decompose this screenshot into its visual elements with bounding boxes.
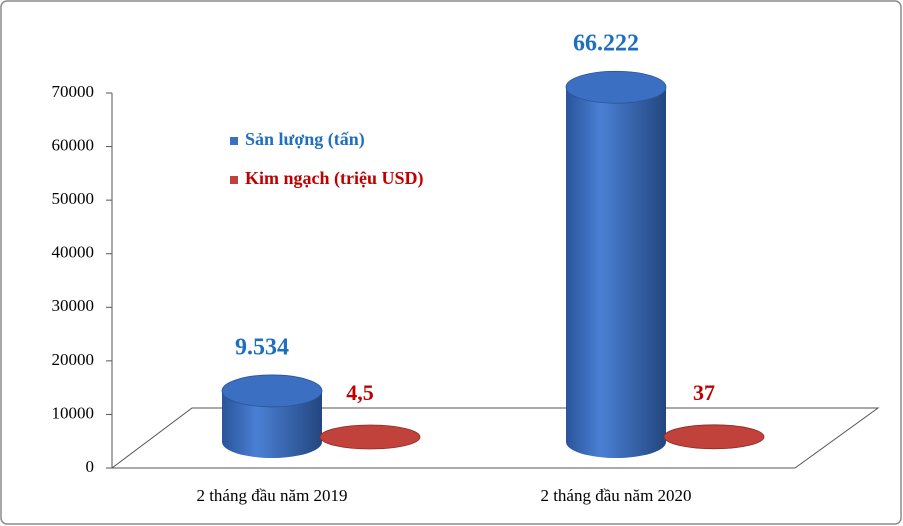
legend-label: Kim ngạch (triệu USD)	[245, 168, 424, 189]
legend-label: Sản lượng (tấn)	[245, 129, 365, 150]
data-label: 4,5	[346, 380, 374, 405]
y-tick-label: 40000	[52, 243, 95, 262]
y-tick-label: 70000	[52, 82, 95, 101]
y-tick-label: 60000	[52, 135, 95, 154]
x-tick-label: 2 tháng đầu năm 2019	[196, 486, 347, 505]
data-label: 66.222	[573, 31, 639, 57]
y-tick-label: 20000	[52, 350, 95, 369]
y-tick-label: 10000	[52, 403, 95, 422]
cylinder-top	[663, 424, 765, 450]
cylinder-body	[566, 87, 666, 458]
cylinder-body	[222, 390, 322, 458]
cylinder-top	[319, 424, 421, 450]
y-tick-label: 30000	[52, 296, 95, 315]
cylinder-top	[565, 70, 667, 104]
y-tick-label: 0	[86, 457, 95, 476]
legend-swatch	[230, 176, 238, 184]
data-label: 9.534	[235, 334, 289, 360]
legend-swatch	[230, 137, 238, 145]
x-tick-label: 2 tháng đầu năm 2020	[540, 486, 691, 505]
data-label: 37	[693, 380, 715, 405]
y-tick-label: 50000	[52, 189, 95, 208]
cylinder-top	[221, 374, 323, 408]
